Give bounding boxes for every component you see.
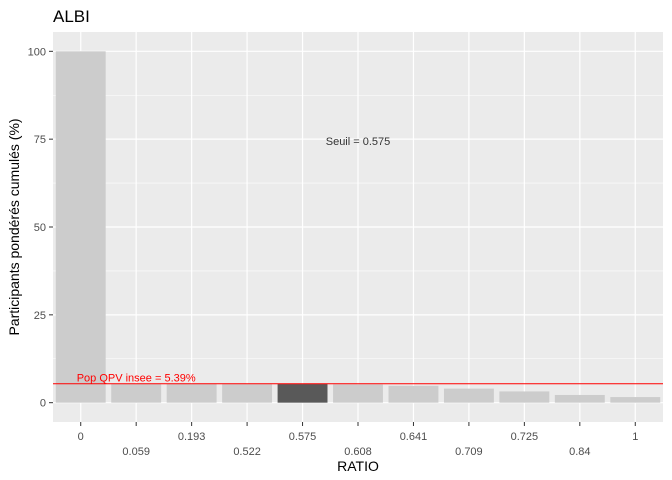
x-tick-label: 0.608 [344, 446, 372, 458]
y-tick-label: 25 [34, 310, 46, 322]
bar-1 [610, 397, 661, 403]
annotation-0: Seuil = 0.575 [326, 136, 391, 148]
y-axis-title: Participants pondérés cumulés (%) [6, 118, 22, 335]
x-tick-label: 0.193 [178, 431, 206, 443]
y-tick-label: 75 [34, 134, 46, 146]
y-tick-label: 0 [40, 398, 46, 410]
bar-0.709 [443, 388, 494, 403]
x-tick-label: 0.575 [289, 431, 317, 443]
x-tick-label: 0.709 [455, 446, 483, 458]
x-tick-label: 0.725 [511, 431, 539, 443]
x-tick-label: 0 [78, 431, 84, 443]
y-tick-label: 100 [28, 46, 46, 58]
y-tick-label: 50 [34, 222, 46, 234]
bar-0.575 [277, 384, 328, 403]
bars [55, 51, 661, 403]
x-tick-label: 0.522 [233, 446, 261, 458]
y-axis-ticks: 0 25 50 75 100 [28, 46, 53, 410]
bar-0.725 [499, 391, 550, 403]
bar-0.84 [554, 394, 605, 403]
bar-0 [55, 51, 106, 403]
annotations: Seuil = 0.575 Pop QPV insee = 5.39% [77, 136, 391, 384]
x-tick-label: 0.84 [569, 446, 590, 458]
x-tick-label: 0.059 [122, 446, 150, 458]
bar-0.059 [111, 383, 162, 403]
chart-title: ALBI [53, 7, 90, 26]
bar-0.193 [166, 383, 217, 403]
bar-0.608 [333, 384, 383, 403]
annotation-1: Pop QPV insee = 5.39% [77, 372, 196, 384]
x-axis-title: RATIO [337, 458, 379, 474]
x-tick-label: 0.641 [400, 431, 428, 443]
x-tick-label: 1 [632, 431, 638, 443]
x-axis-ticks: 0 0.059 0.193 0.522 0.575 0.608 0.641 0.709 0.72… [78, 422, 638, 458]
bar-0.641 [388, 385, 439, 403]
bar-0.522 [222, 384, 273, 403]
